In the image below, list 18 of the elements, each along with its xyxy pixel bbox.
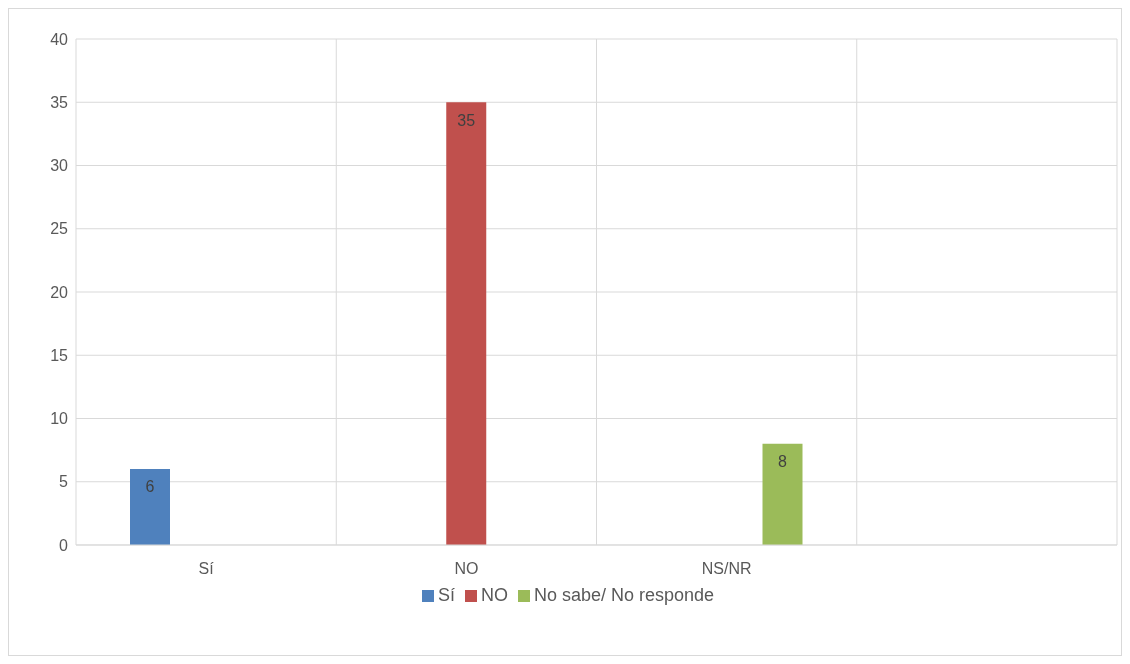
y-tick-label: 30: [50, 157, 69, 175]
x-tick-label: Sí: [198, 560, 215, 578]
data-label: 35: [457, 111, 476, 129]
y-tick-label: 5: [59, 473, 69, 491]
x-tick-label: NS/NR: [701, 560, 752, 578]
legend-label: Sí: [437, 585, 455, 605]
y-tick-label: 25: [50, 220, 69, 238]
data-label: 8: [778, 453, 788, 471]
y-tick-label: 0: [59, 536, 69, 554]
legend-label: No sabe/ No responde: [533, 585, 715, 605]
legend-label: NO: [480, 585, 508, 605]
y-tick-label: 15: [50, 346, 69, 364]
data-label: 6: [145, 478, 155, 496]
y-tick-label: 35: [50, 93, 69, 111]
y-tick-label: 20: [50, 283, 69, 301]
y-tick-label: 10: [50, 410, 69, 428]
y-tick-label: 40: [50, 30, 69, 48]
x-tick-label: NO: [454, 560, 479, 578]
